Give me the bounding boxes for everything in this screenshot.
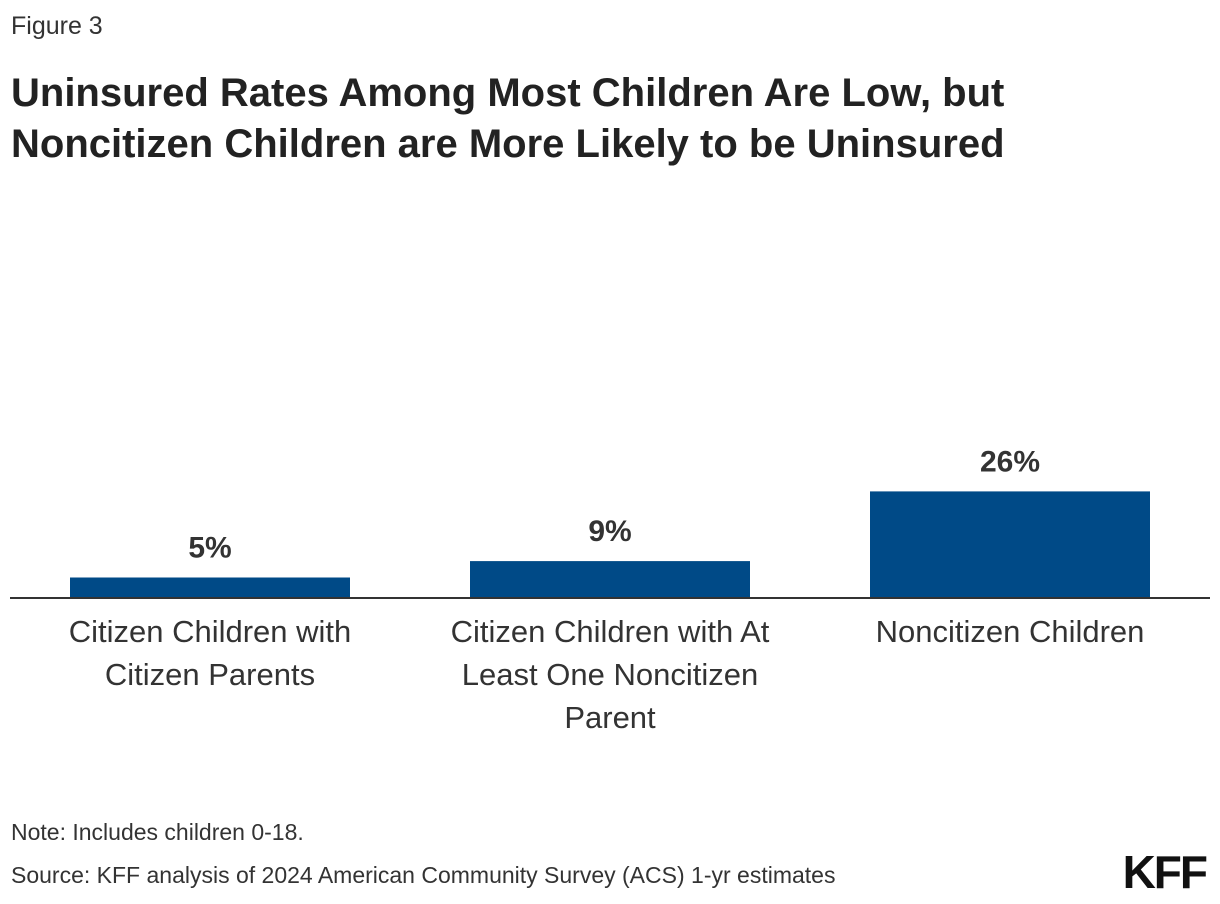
category-label-line: Citizen Children with bbox=[68, 614, 352, 649]
data-label-3: 26% bbox=[980, 445, 1040, 478]
figure-label: Figure 3 bbox=[11, 12, 103, 40]
kff-logo: KFF bbox=[1122, 846, 1208, 898]
data-label-1: 5% bbox=[188, 532, 231, 565]
chart-title-line-2: Noncitizen Children are More Likely to b… bbox=[11, 122, 1005, 166]
category-label-noncitizen-parent: Citizen Children with At Least One Nonci… bbox=[420, 610, 800, 739]
chart-title: Uninsured Rates Among Most Children Are … bbox=[11, 68, 1161, 170]
category-label-line: Parent bbox=[564, 700, 656, 735]
data-label-2: 9% bbox=[588, 515, 631, 548]
category-label-citizen-parents: Citizen Children with Citizen Parents bbox=[20, 610, 400, 696]
category-label-line: Citizen Parents bbox=[104, 657, 316, 692]
bar-2 bbox=[470, 561, 750, 598]
chart-source: Source: KFF analysis of 2024 American Co… bbox=[11, 862, 836, 888]
bar-1 bbox=[70, 577, 350, 598]
chart-title-line-1: Uninsured Rates Among Most Children Are … bbox=[11, 71, 1005, 115]
category-label-line: Least One Noncitizen bbox=[461, 657, 759, 692]
bar-3 bbox=[870, 491, 1150, 598]
category-label-line: Citizen Children with At bbox=[450, 614, 770, 649]
category-label-line: Noncitizen Children bbox=[875, 614, 1145, 649]
category-label-noncitizen-children: Noncitizen Children bbox=[820, 610, 1200, 653]
chart-note: Note: Includes children 0-18. bbox=[11, 819, 304, 845]
